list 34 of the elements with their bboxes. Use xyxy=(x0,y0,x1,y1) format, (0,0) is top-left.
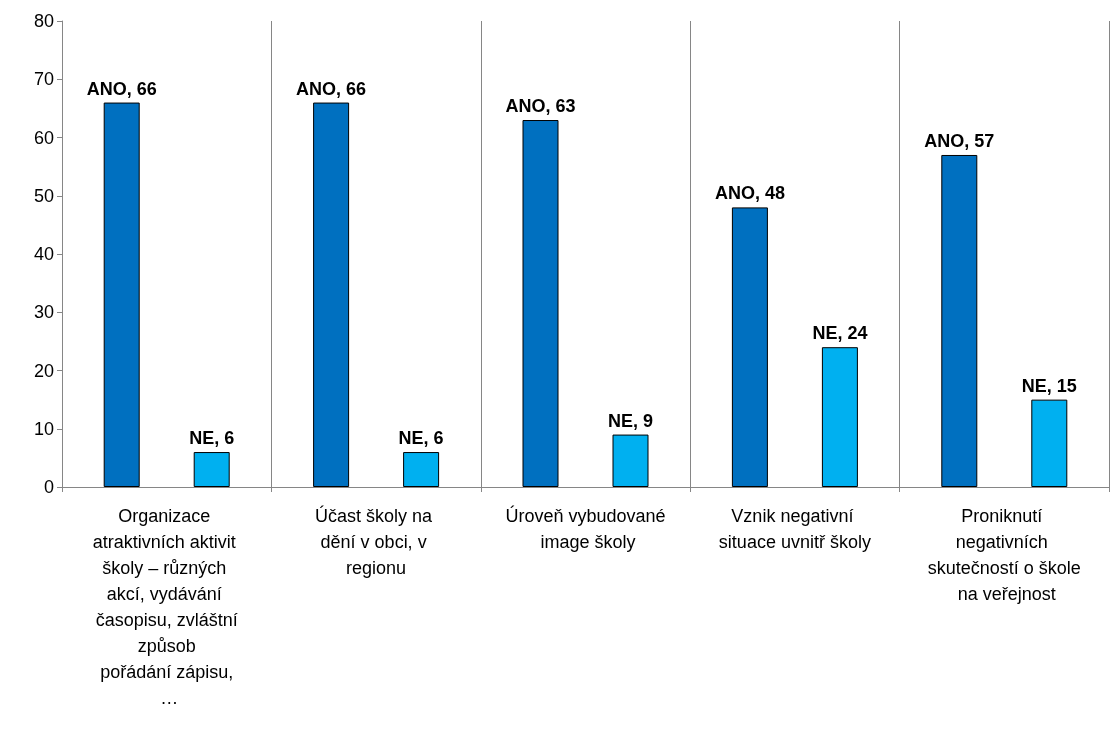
y-tick-label: 30 xyxy=(33,302,54,323)
data-label: ANO, 48 xyxy=(714,183,785,204)
data-label: ANO, 66 xyxy=(86,78,157,99)
bar xyxy=(1031,399,1068,487)
y-tick-label: 20 xyxy=(33,360,54,381)
bar xyxy=(103,102,140,487)
y-tick-label: 0 xyxy=(43,477,54,497)
data-label: NE, 9 xyxy=(607,410,654,431)
data-label: ANO, 57 xyxy=(924,130,995,151)
bar xyxy=(193,452,230,487)
y-tick-label: 10 xyxy=(33,418,54,439)
bar xyxy=(612,434,649,487)
x-tick-label: Úroveň vybudované image školy xyxy=(505,505,666,552)
y-tick-label: 40 xyxy=(33,244,54,264)
bar xyxy=(522,120,559,487)
data-label: ANO, 66 xyxy=(296,78,367,99)
bar xyxy=(403,452,440,487)
bar xyxy=(313,102,350,487)
y-tick-label: 60 xyxy=(33,127,54,148)
x-tick-label: Organizace atraktivních aktivit školy – různých akcí, vydávání časopisu, zvláštní způsob pořádání zápisu, … xyxy=(92,506,241,708)
data-label: ANO, 63 xyxy=(505,96,576,117)
data-label: NE, 15 xyxy=(1021,375,1077,396)
data-label: NE, 6 xyxy=(398,428,444,449)
bar xyxy=(731,207,768,487)
y-tick-label: 80 xyxy=(33,11,54,31)
bar xyxy=(821,347,858,487)
bar xyxy=(941,154,978,487)
x-tick-label: Účast školy na dění v obci, v regionu xyxy=(315,505,438,578)
data-label: NE, 24 xyxy=(812,323,868,344)
x-tick-label: Vznik negativní situace uvnitř školy xyxy=(718,506,871,552)
y-tick-label: 70 xyxy=(33,69,54,90)
data-label: NE, 6 xyxy=(189,428,235,449)
y-tick-label: 50 xyxy=(33,185,54,206)
x-tick-label: Proniknutí negativních skutečností o škole na veřejnost xyxy=(927,506,1081,604)
